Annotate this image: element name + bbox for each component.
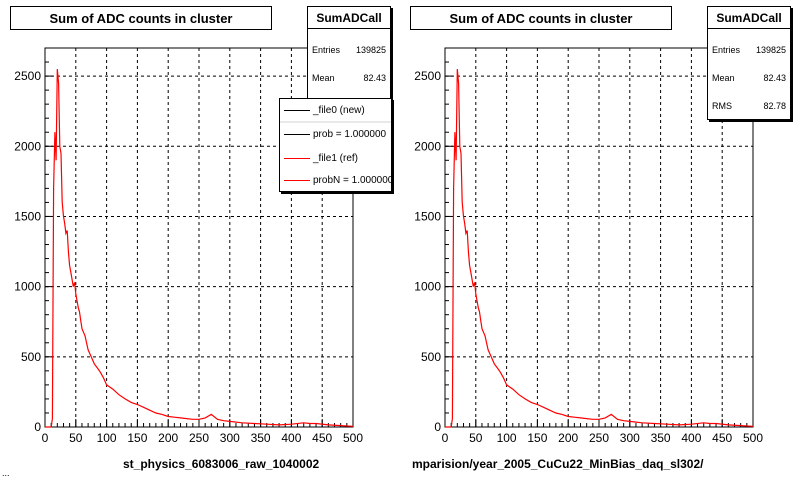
right-xtick-label: 50: [469, 431, 483, 445]
right-xtick-label: 150: [527, 431, 547, 445]
legend-swatch-prob: [284, 133, 310, 135]
right-xtick-label: 0: [442, 431, 449, 445]
left-stats-entries: Entries 139825: [312, 45, 386, 55]
left-stats-title: SumADCall: [308, 7, 390, 29]
right-xtick-label: 400: [681, 431, 701, 445]
left-legend: _file0 (new) prob = 1.000000 _file1 (ref…: [279, 98, 392, 192]
right-ytick-label: 2000: [414, 139, 441, 153]
legend-entry-prob: prob = 1.000000: [280, 123, 391, 145]
right-xtick-label: 300: [620, 431, 640, 445]
legend-swatch-file1: [284, 157, 310, 159]
legend-entry-file1: _file1 (ref): [280, 147, 391, 169]
left-xtick-label: 250: [189, 431, 209, 445]
left-xtick-label: 0: [42, 431, 49, 445]
footer-text: ...: [2, 468, 10, 478]
left-xtick-label: 150: [127, 431, 147, 445]
left-ytick-label: 2000: [14, 139, 41, 153]
right-xlabel: mparision/year_2005_CuCu22_MinBias_daq_s…: [412, 457, 704, 471]
left-xtick-label: 400: [281, 431, 301, 445]
legend-gap-1: [280, 121, 391, 123]
right-stats-mean-label: Mean: [712, 73, 735, 83]
left-series-line-0: [45, 69, 354, 428]
right-ytick-label: 0: [434, 420, 441, 434]
legend-entry-probn: probN = 1.000000: [280, 169, 391, 191]
right-series-line-0: [445, 69, 754, 428]
legend-label-prob: prob = 1.000000: [313, 128, 387, 140]
left-ytick-label: 0: [34, 420, 41, 434]
left-xtick-label: 200: [158, 431, 178, 445]
left-xlabel: st_physics_6083006_raw_1040002: [123, 457, 320, 471]
left-title: Sum of ADC counts in cluster: [10, 6, 272, 30]
right-ytick-label: 1000: [414, 280, 441, 294]
left-stats-mean-label: Mean: [312, 73, 335, 83]
right-stats-entries: Entries 139825: [712, 45, 786, 55]
right-stats-entries-value: 139825: [755, 45, 786, 55]
left-ytick-label: 1500: [14, 209, 41, 223]
right-ytick-label: 500: [421, 350, 441, 364]
right-xtick-label: 350: [651, 431, 671, 445]
left-stats-box: SumADCall Entries 139825 Mean 82.43: [307, 6, 391, 106]
right-xtick-label: 200: [558, 431, 578, 445]
left-stats-mean: Mean 82.43: [312, 73, 386, 83]
left-stats-entries-label: Entries: [312, 45, 341, 55]
right-stats-mean-value: 82.43: [763, 73, 786, 83]
left-xtick-label: 300: [220, 431, 240, 445]
right-stats-title: SumADCall: [708, 7, 790, 29]
left-xtick-label: 450: [312, 431, 332, 445]
legend-label-file1: _file1 (ref): [313, 152, 359, 164]
right-plot-frame: [444, 47, 754, 428]
legend-label-probn: probN = 1.000000: [313, 174, 392, 186]
left-xtick-label: 500: [343, 431, 363, 445]
right-xtick-label: 500: [743, 431, 763, 445]
left-stats-mean-value: 82.43: [363, 73, 386, 83]
right-stats-box: SumADCall Entries 139825 Mean 82.43 RMS …: [707, 6, 791, 120]
right-xtick-label: 100: [497, 431, 517, 445]
left-ytick-label: 2500: [14, 69, 41, 83]
right-ytick-label: 2500: [414, 69, 441, 83]
right-stats-rms-value: 82.78: [763, 101, 786, 111]
left-ytick-label: 1000: [14, 280, 41, 294]
left-xtick-label: 350: [251, 431, 271, 445]
left-ytick-label: 500: [21, 350, 41, 364]
right-stats-entries-label: Entries: [712, 45, 741, 55]
legend-swatch-file0: [284, 109, 310, 111]
right-title: Sum of ADC counts in cluster: [410, 6, 672, 30]
right-stats-rms: RMS 82.78: [712, 101, 786, 111]
right-stats-mean: Mean 82.43: [712, 73, 786, 83]
legend-label-file0: _file0 (new): [313, 104, 365, 116]
right-ytick-label: 1500: [414, 209, 441, 223]
right-xtick-label: 450: [712, 431, 732, 445]
right-stats-rms-label: RMS: [712, 101, 732, 111]
left-stats-entries-value: 139825: [355, 45, 386, 55]
right-xtick-label: 250: [589, 431, 609, 445]
left-xtick-label: 100: [97, 431, 117, 445]
legend-entry-file0: _file0 (new): [280, 99, 391, 121]
left-xtick-label: 50: [69, 431, 83, 445]
legend-swatch-probn: [284, 179, 310, 181]
